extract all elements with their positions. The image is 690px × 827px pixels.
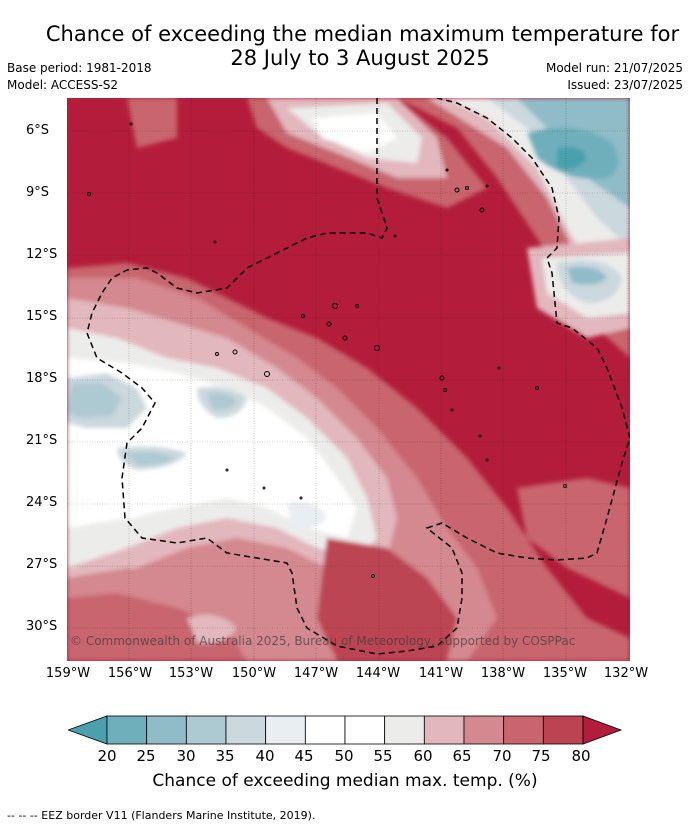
lat-tick: 12°S [26,247,58,262]
map-title: Chance of exceeding the median maximum t… [0,22,690,70]
lon-tick: 147°W [293,666,339,681]
eez-footnote: -- -- -- EEZ border V11 (Flanders Marine… [7,809,316,822]
colorbar-cell [503,715,544,745]
lat-tick: 15°S [26,309,58,324]
colorbar-label: Chance of exceeding median max. temp. (%… [152,771,538,791]
lon-tick: 135°W [542,666,588,681]
colorbar-cell [185,715,227,745]
colorbar-cell [265,715,306,745]
colorbar-tick: 75 [531,747,551,765]
lon-tick: 132°W [603,666,649,681]
lat-tick: 18°S [26,371,58,386]
lon-tick: 150°W [231,666,277,681]
colorbar-cell [463,715,505,745]
lat-tick: 6°S [26,123,50,138]
colorbar [68,715,623,745]
colorbar-tick: 65 [452,747,472,765]
colorbar-cell [304,715,346,745]
colorbar-cell [423,715,465,745]
meta-right: Model run: 21/07/2025 Issued: 23/07/2025 [546,60,683,94]
lon-tick: 156°W [107,666,153,681]
lon-tick: 153°W [168,666,214,681]
lon-tick: 144°W [355,666,401,681]
lat-tick: 9°S [26,185,50,200]
meta-left: Base period: 1981-2018 Model: ACCESS-S2 [7,60,152,94]
colorbar-tick: 55 [373,747,393,765]
colorbar-tick: 35 [215,747,235,765]
lon-tick: 141°W [418,666,464,681]
lat-tick: 21°S [26,433,58,448]
map-canvas [67,98,630,661]
lat-tick: 24°S [26,495,58,510]
colorbar-cell [384,715,425,745]
colorbar-tick: 45 [294,747,314,765]
colorbar-high-arrow [582,715,623,745]
colorbar-cell [542,715,584,745]
model-run: Model run: 21/07/2025 [545,61,683,75]
issued-date: Issued: 23/07/2025 [567,78,683,92]
lon-tick: 138°W [480,666,526,681]
title-line-2: 28 July to 3 August 2025 [230,46,490,70]
base-period: Base period: 1981-2018 [7,61,152,75]
colorbar-tick: 30 [176,747,196,765]
colorbar-tick: 50 [334,747,354,765]
eez-borders [86,98,630,655]
colorbar-cells [68,715,623,745]
colorbar-cell [344,715,386,745]
colorbar-cell [106,715,148,745]
title-line-1: Chance of exceeding the median maximum t… [45,22,680,46]
colorbar-low-arrow [68,715,108,745]
islands [87,122,567,578]
colorbar-cell [146,715,187,745]
colorbar-tick: 40 [255,747,275,765]
forecast-map [67,98,630,661]
lat-tick: 27°S [26,557,58,572]
colorbar-tick: 80 [571,747,591,765]
lon-tick: 159°W [45,666,91,681]
colorbar-cell [225,715,267,745]
map-credit: © Commonwealth of Australia 2025, Bureau… [70,634,576,648]
colorbar-tick: 20 [97,747,117,765]
colorbar-tick: 60 [413,747,433,765]
colorbar-tick: 25 [136,747,156,765]
lat-tick: 30°S [26,619,58,634]
colorbar-tick: 70 [492,747,512,765]
probability-fill [67,98,630,661]
model-name: Model: ACCESS-S2 [7,78,119,92]
